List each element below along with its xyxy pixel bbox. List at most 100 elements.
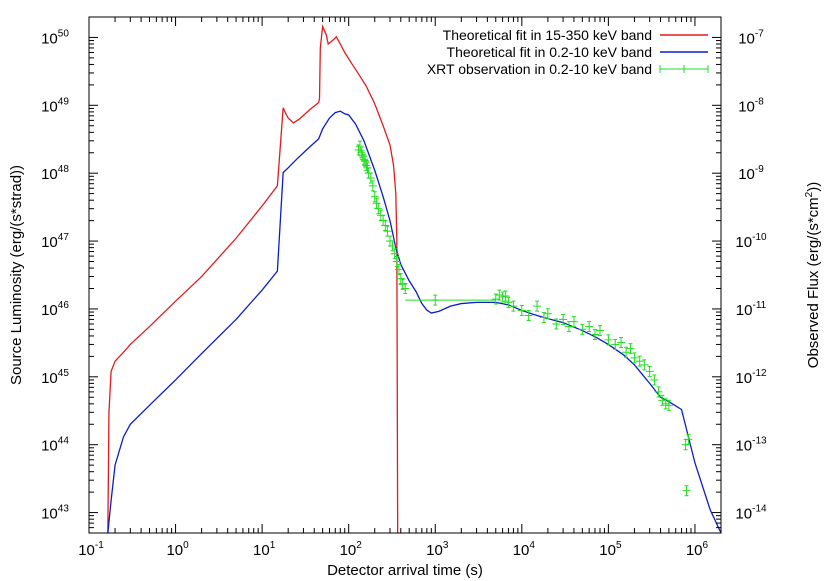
data-point [370,191,379,203]
tick-label-exponent: -8 [755,96,764,107]
data-point [578,323,587,335]
tick-label-exponent: -10 [752,232,767,243]
data-point [390,248,399,260]
data-point [559,313,568,325]
y-tick-label: 1047 [41,232,69,251]
x-tick-label: 101 [253,540,276,559]
data-point [569,316,578,328]
y2-tick-label: 10-11 [736,300,767,319]
data-point [590,329,599,341]
y2-axis-title-end: )) [805,182,822,192]
data-point [396,273,405,285]
tick-label-base: 10 [166,542,183,559]
tick-label-exponent: -1 [95,540,104,551]
y2-tick-label: 10-8 [738,96,764,115]
tick-label-base: 10 [735,370,752,387]
data-point [622,346,631,358]
data-point [611,338,620,350]
x-axis-title: Detector arrival time (s) [327,562,483,579]
tick-label-exponent: 0 [183,540,189,551]
data-point [495,289,504,301]
y-axis-title: Source Luminosity (erg/(s*strad)) [8,165,25,385]
data-point [392,255,401,267]
data-point [366,172,375,184]
tick-label-base: 10 [736,302,753,319]
data-point [552,318,561,330]
tick-label-base: 10 [41,438,58,455]
tick-label-base: 10 [340,542,357,559]
data-point [684,433,693,445]
data-point [533,300,542,312]
tick-label-exponent: 45 [58,368,70,379]
tick-label-exponent: 3 [443,540,449,551]
tick-label-exponent: 46 [58,300,70,311]
tick-label-exponent: 50 [58,28,70,39]
tick-label-base: 10 [41,30,58,47]
tick-label-base: 10 [41,166,58,183]
tick-label-base: 10 [41,506,58,523]
y-tick-label: 1044 [41,436,69,455]
y2-tick-label: 10-14 [735,504,767,523]
y2-axis-title-sup: 2 [804,191,815,197]
y2-tick-label: 10-10 [735,232,767,251]
data-point [640,359,649,371]
data-point [682,485,691,497]
data-point [630,352,639,364]
tick-label-base: 10 [41,234,58,251]
data-point [543,308,552,320]
data-point [383,225,392,237]
tick-label-exponent: 43 [58,504,70,515]
data-point [650,374,659,386]
y2-axis-title: Observed Flux (erg/(s*cm2)) [804,182,822,368]
data-point [368,180,377,192]
y-tick-label: 1045 [41,368,69,387]
tick-label-exponent: 1 [270,540,276,551]
data-point [491,293,500,305]
tick-label-base: 10 [738,30,755,47]
data-point [626,343,635,355]
tick-label-base: 10 [599,542,616,559]
data-point [654,386,663,398]
tick-label-base: 10 [41,98,58,115]
tick-label-exponent: 2 [356,540,362,551]
legend-label-2: Theoretical fit in 0.2-10 keV band [447,44,652,60]
y-tick-label: 1048 [41,164,69,183]
data-point [661,398,670,410]
x-tick-label: 106 [686,540,709,559]
tick-label-exponent: 49 [58,96,70,107]
tick-label-base: 10 [738,166,755,183]
tick-label-base: 10 [735,234,752,251]
y-tick-label: 1049 [41,96,69,115]
y-tick-label: 1043 [41,504,69,523]
legend-label-1: Theoretical fit in 15-350 keV band [443,27,652,43]
data-point [504,296,513,308]
x-tick-label: 105 [599,540,622,559]
data-point [585,321,594,333]
y2-tick-label: 10-7 [738,28,764,47]
data-point [517,304,526,316]
y2-tick-label: 10-9 [738,164,764,183]
data-point [604,334,613,346]
data-point [381,219,390,231]
tick-label-exponent: -11 [752,300,766,311]
x-tick-label: 104 [513,540,536,559]
tick-label-base: 10 [738,98,755,115]
data-point [374,203,383,215]
data-point [498,291,507,303]
y2-tick-label: 10-12 [735,368,767,387]
tick-label-exponent: 47 [58,232,70,243]
data-point [635,355,644,367]
series-line-1 [107,23,399,533]
legend: Theoretical fit in 15-350 keV bandTheore… [427,27,709,77]
series-layer [107,23,721,533]
tick-label-base: 10 [41,302,58,319]
tick-label-exponent: 6 [703,540,709,551]
tick-label-exponent: 44 [58,436,70,447]
tick-label-exponent: -7 [755,28,764,39]
y-tick-label: 1046 [41,300,69,319]
x-tick-label: 100 [166,540,189,559]
data-point [509,300,518,312]
tick-label-base: 10 [735,506,752,523]
data-point [595,325,604,337]
